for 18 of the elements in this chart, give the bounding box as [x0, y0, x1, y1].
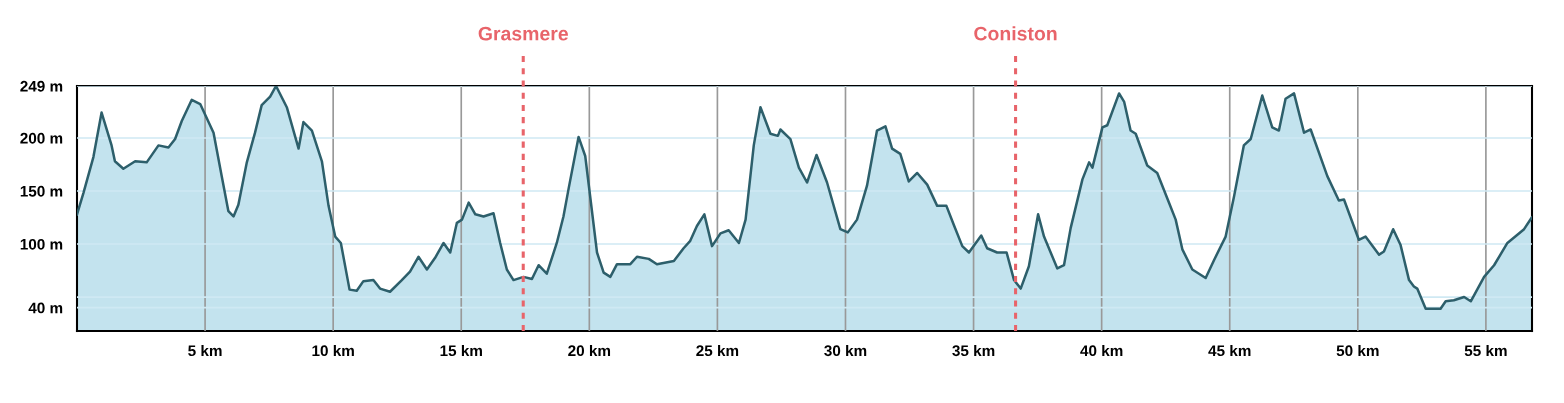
x-tick-label: 50 km — [1336, 344, 1379, 357]
ref-line-label: Coniston — [974, 26, 1057, 41]
x-tick-label: 55 km — [1464, 344, 1507, 357]
y-tick-label: 150 m — [20, 185, 63, 197]
x-tick-label: 40 km — [1080, 344, 1123, 357]
x-tick-label: 35 km — [952, 344, 995, 357]
x-tick-label: 30 km — [824, 344, 867, 357]
x-tick-label: 5 km — [188, 344, 222, 357]
y-tick-label: 40 m — [28, 302, 63, 314]
y-tick-label: 249 m — [20, 80, 63, 92]
ref-line-label: Grasmere — [478, 26, 568, 41]
y-tick-label: 200 m — [20, 132, 63, 144]
x-tick-label: 15 km — [440, 344, 482, 357]
x-tick-label: 20 km — [568, 344, 611, 357]
x-tick-label: 10 km — [312, 344, 354, 357]
y-tick-label: 100 m — [20, 238, 63, 250]
x-tick-label: 25 km — [696, 344, 739, 357]
x-tick-label: 45 km — [1208, 344, 1251, 357]
